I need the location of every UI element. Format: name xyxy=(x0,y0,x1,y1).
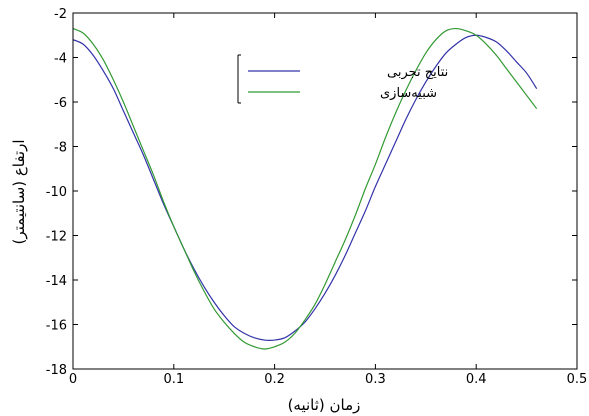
legend-label-simulation: شبیه‌سازی xyxy=(380,86,437,101)
x-axis-label: زمان (ثانیه) xyxy=(288,396,361,414)
y-tick-label: -6 xyxy=(54,96,67,111)
x-tick-label: 0.5 xyxy=(567,372,588,387)
x-tick-label: 0.2 xyxy=(264,372,285,387)
y-tick-label: -18 xyxy=(46,363,67,378)
legend-label-experimental: نتایج تجربی xyxy=(387,65,448,80)
y-tick-label: -14 xyxy=(46,274,67,289)
x-tick-label: 0.3 xyxy=(365,372,386,387)
y-tick-label: -8 xyxy=(54,141,67,156)
x-tick-label: 0 xyxy=(69,372,77,387)
y-tick-labels: -2 -4 -6 -8 -10 -12 -14 -16 -18 xyxy=(46,7,67,378)
y-tick-label: -2 xyxy=(54,7,67,22)
y-axis-label: ارتفاع (سانتیمتر) xyxy=(10,139,28,244)
y-tick-label: -10 xyxy=(46,185,67,200)
x-tick-label: 0.1 xyxy=(163,372,184,387)
legend: نتایج تجربی شبیه‌سازی xyxy=(237,54,448,104)
x-tick-labels: 0 0.1 0.2 0.3 0.4 0.5 xyxy=(69,372,587,387)
data-lines xyxy=(73,27,538,350)
x-tick-label: 0.4 xyxy=(466,372,487,387)
y-tick-label: -16 xyxy=(46,319,67,334)
series-line-simulation xyxy=(73,27,538,350)
plot-area xyxy=(72,12,578,370)
y-tick-label: -4 xyxy=(54,52,67,67)
series-line-experimental xyxy=(73,34,538,341)
y-tick-label: -12 xyxy=(46,230,67,245)
